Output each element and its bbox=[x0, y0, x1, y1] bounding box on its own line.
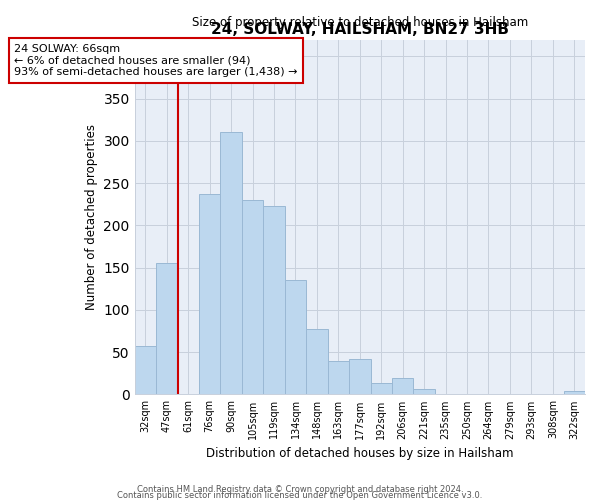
Bar bbox=[199, 194, 220, 394]
Bar bbox=[371, 382, 392, 394]
Bar bbox=[392, 378, 413, 394]
Y-axis label: Number of detached properties: Number of detached properties bbox=[85, 124, 98, 310]
Title: 24, SOLWAY, HAILSHAM, BN27 3HB: 24, SOLWAY, HAILSHAM, BN27 3HB bbox=[211, 22, 509, 37]
Bar bbox=[306, 328, 328, 394]
Text: Contains public sector information licensed under the Open Government Licence v3: Contains public sector information licen… bbox=[118, 491, 482, 500]
Bar bbox=[263, 206, 285, 394]
Text: Size of property relative to detached houses in Hailsham: Size of property relative to detached ho… bbox=[191, 16, 528, 29]
Bar bbox=[563, 391, 585, 394]
Bar bbox=[328, 360, 349, 394]
Text: Contains HM Land Registry data © Crown copyright and database right 2024.: Contains HM Land Registry data © Crown c… bbox=[137, 484, 463, 494]
Bar bbox=[156, 264, 178, 394]
Text: 24 SOLWAY: 66sqm
← 6% of detached houses are smaller (94)
93% of semi-detached h: 24 SOLWAY: 66sqm ← 6% of detached houses… bbox=[14, 44, 298, 77]
Bar bbox=[285, 280, 306, 394]
Bar bbox=[413, 388, 435, 394]
Bar bbox=[242, 200, 263, 394]
X-axis label: Distribution of detached houses by size in Hailsham: Distribution of detached houses by size … bbox=[206, 447, 514, 460]
Bar bbox=[349, 359, 371, 394]
Bar bbox=[134, 346, 156, 395]
Bar bbox=[220, 132, 242, 394]
